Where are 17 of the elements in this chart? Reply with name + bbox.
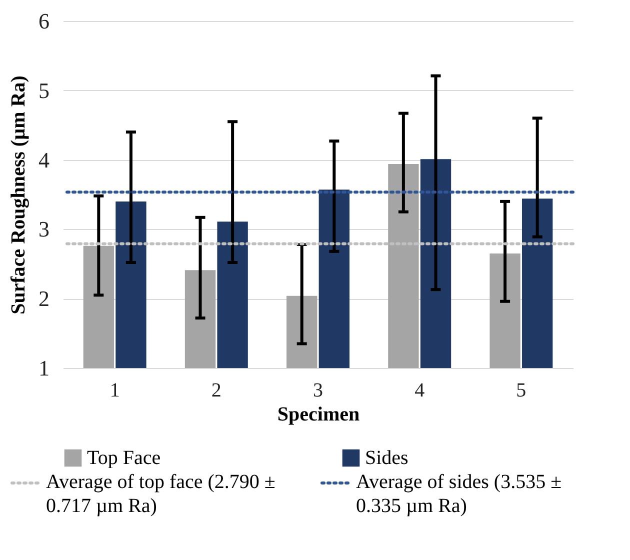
y-tick-label: 4 (38, 147, 50, 172)
x-tick-label: 5 (516, 380, 526, 402)
y-tick-label: 5 (38, 78, 50, 103)
x-tick-label: 2 (211, 380, 222, 402)
y-tick-label: 3 (38, 216, 50, 242)
y-tick-label: 2 (38, 286, 50, 312)
legend-label: Top Face (87, 447, 161, 469)
legend-label: Average of sides (3.535 ± 0.335 µm Ra) (356, 470, 563, 518)
x-axis-title: Specimen (277, 404, 360, 426)
y-tick-label: 6 (38, 8, 50, 34)
x-tick-label: 3 (313, 380, 323, 402)
x-tick-label: 1 (110, 380, 120, 402)
x-tick-label: 4 (414, 380, 425, 402)
legend-label: Sides (365, 447, 409, 469)
legend-label: Average of top face (2.790 ± 0.717 µm Ra) (46, 470, 276, 518)
y-tick-label: 1 (38, 356, 50, 380)
y-axis-title: Surface Roughness (µm Ra) (8, 76, 30, 314)
